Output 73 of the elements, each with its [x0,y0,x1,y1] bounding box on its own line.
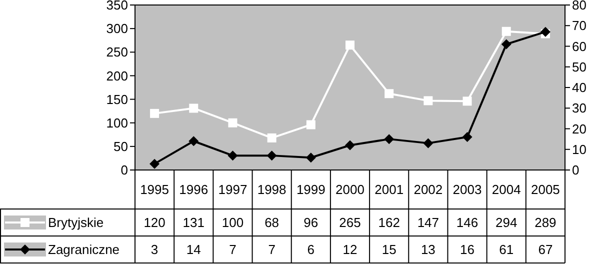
point [502,26,511,36]
y2-tick-label: 10 [572,142,586,157]
data-label: 147 [417,215,440,230]
point [384,89,394,98]
point [267,133,276,142]
data-label: 131 [182,215,204,230]
y-tick-label: 350 [106,0,128,13]
x-tick-label: 1997 [218,182,248,197]
y2-tick-label: 60 [572,38,586,54]
x-tick-label: 1999 [296,182,326,197]
data-label: 6 [307,242,315,258]
x-tick-label: 2000 [336,182,364,197]
data-label: 146 [456,215,478,230]
point [345,140,355,150]
data-label: 100 [222,215,244,230]
x-tick-label: 2002 [414,182,443,197]
point [150,158,160,169]
x-tick-label: 1996 [179,182,208,197]
y-tick-label: 50 [114,138,128,154]
x-tick-label: 2003 [452,182,482,197]
y2-tick-label: 70 [572,18,586,34]
legend-label: Zagraniczne [48,242,120,258]
point [384,134,394,144]
point [266,150,277,161]
point [306,152,316,163]
point [540,26,550,37]
data-label: 120 [144,215,166,230]
point [228,150,238,161]
point [501,39,512,50]
x-tick-label: 1998 [257,182,286,197]
y2-tick-label: 20 [572,121,586,136]
x-tick-label: 1995 [140,182,170,197]
data-label: 13 [420,242,436,258]
point [424,96,433,106]
data-label: 3 [150,242,158,258]
data-label: 16 [460,242,475,258]
point [189,104,198,113]
data-label: 7 [268,242,276,258]
point [346,40,354,50]
x-tick-label: 2005 [530,182,560,197]
y-tick-label: 250 [106,44,128,60]
y2-tick-label: 80 [572,0,586,13]
point [150,108,160,118]
data-label: 68 [264,215,280,230]
point [228,118,238,128]
point [462,132,472,142]
data-label: 294 [496,215,518,230]
data-label: 7 [229,242,236,258]
data-label: 265 [339,215,361,230]
y2-tick-label: 50 [572,59,586,74]
data-label: 15 [382,242,396,258]
y-tick-label: 0 [120,162,128,178]
data-label: 96 [304,215,318,230]
point [462,96,472,106]
x-tick-label: 2004 [492,182,521,197]
x-tick-label: 2001 [374,182,404,197]
data-label: 14 [186,242,201,258]
y-tick-label: 100 [106,115,128,130]
point [423,138,434,148]
point [306,120,316,130]
y2-tick-label: 40 [572,80,586,96]
y-tick-label: 300 [106,21,128,36]
point [188,136,199,146]
data-label: 162 [378,215,400,230]
y-tick-label: 150 [106,92,128,107]
y2-tick-label: 0 [572,162,580,178]
legend-label: Brytyjskie [48,215,104,230]
data-label: 67 [538,242,553,258]
data-label: 12 [342,242,358,258]
y-tick-label: 200 [106,68,128,84]
y2-tick-label: 30 [572,100,586,116]
data-label: 61 [499,242,514,258]
data-label: 289 [534,215,556,230]
